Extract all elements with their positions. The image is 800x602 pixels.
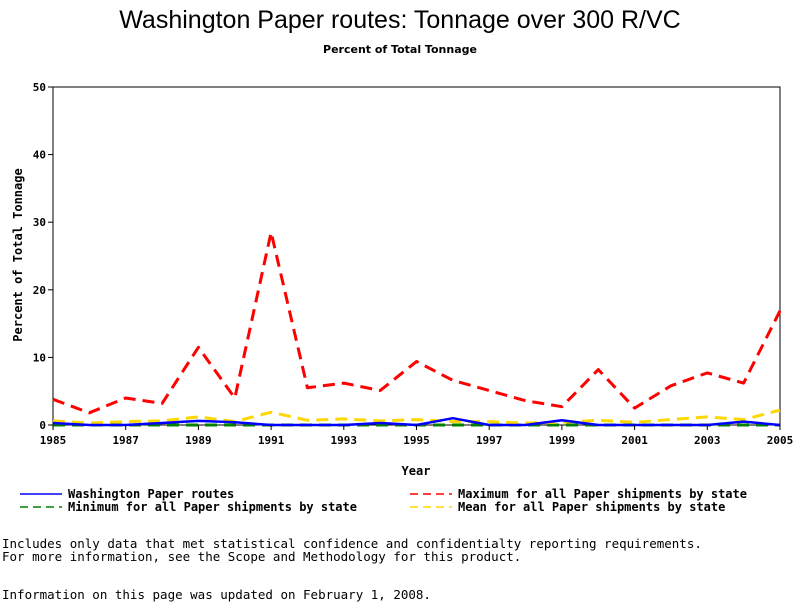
legend-item-1: Maximum for all Paper shipments by state — [410, 487, 747, 501]
series-layer — [52, 230, 782, 427]
plot-area — [52, 86, 781, 426]
x-tick-label: 1999 — [549, 434, 576, 447]
footnote-confidence: Includes only data that met statistical … — [2, 536, 702, 551]
legend: Washington Paper routes Maximum for all P… — [20, 487, 747, 514]
x-tick-label: 2005 — [767, 434, 794, 447]
y-axis-title: Percent of Total Tonnage — [11, 168, 25, 341]
x-axis-title: Year — [402, 464, 431, 478]
legend-label: Minimum for all Paper shipments by state — [68, 500, 357, 514]
y-tick-label: 20 — [33, 284, 46, 297]
x-tick-label: 2003 — [694, 434, 721, 447]
x-tick-label: 1985 — [40, 434, 67, 447]
x-tick-label: 2001 — [621, 434, 648, 447]
footnote-updated: Information on this page was updated on … — [2, 587, 431, 602]
x-tick-label: 1991 — [258, 434, 285, 447]
legend-item-2: Minimum for all Paper shipments by state — [20, 500, 357, 514]
legend-item-0: Washington Paper routes — [20, 487, 234, 501]
chart-title: Washington Paper routes: Tonnage over 30… — [119, 6, 681, 34]
legend-label: Mean for all Paper shipments by state — [458, 500, 725, 514]
x-tick-label: 1993 — [331, 434, 358, 447]
line-chart: 0 10 20 30 40 50 1985 1987 1989 1991 1993 1995 1997 1… — [11, 81, 794, 514]
x-tick-label: 1987 — [112, 434, 139, 447]
x-tick-label: 1989 — [185, 434, 212, 447]
legend-label: Maximum for all Paper shipments by state — [458, 487, 747, 501]
legend-label: Washington Paper routes — [68, 487, 234, 501]
y-tick-label: 40 — [33, 149, 46, 162]
legend-item-3: Mean for all Paper shipments by state — [410, 500, 725, 514]
y-tick-label: 0 — [39, 419, 46, 432]
y-tick-label: 50 — [33, 81, 46, 94]
footnote-methodology: For more information, see the Scope and … — [2, 549, 522, 564]
x-tick-label: 1997 — [476, 434, 503, 447]
plot-frame — [52, 86, 781, 426]
chart-subtitle: Percent of Total Tonnage — [323, 43, 477, 56]
series-line-3 — [52, 408, 781, 425]
y-tick-label: 30 — [33, 216, 46, 229]
y-tick-label: 10 — [33, 351, 46, 364]
ticks-layer: 0 10 20 30 40 50 1985 1987 1989 1991 1993 1995 1997 1… — [33, 81, 794, 447]
series-line-1 — [52, 230, 782, 415]
x-tick-label: 1995 — [403, 434, 430, 447]
